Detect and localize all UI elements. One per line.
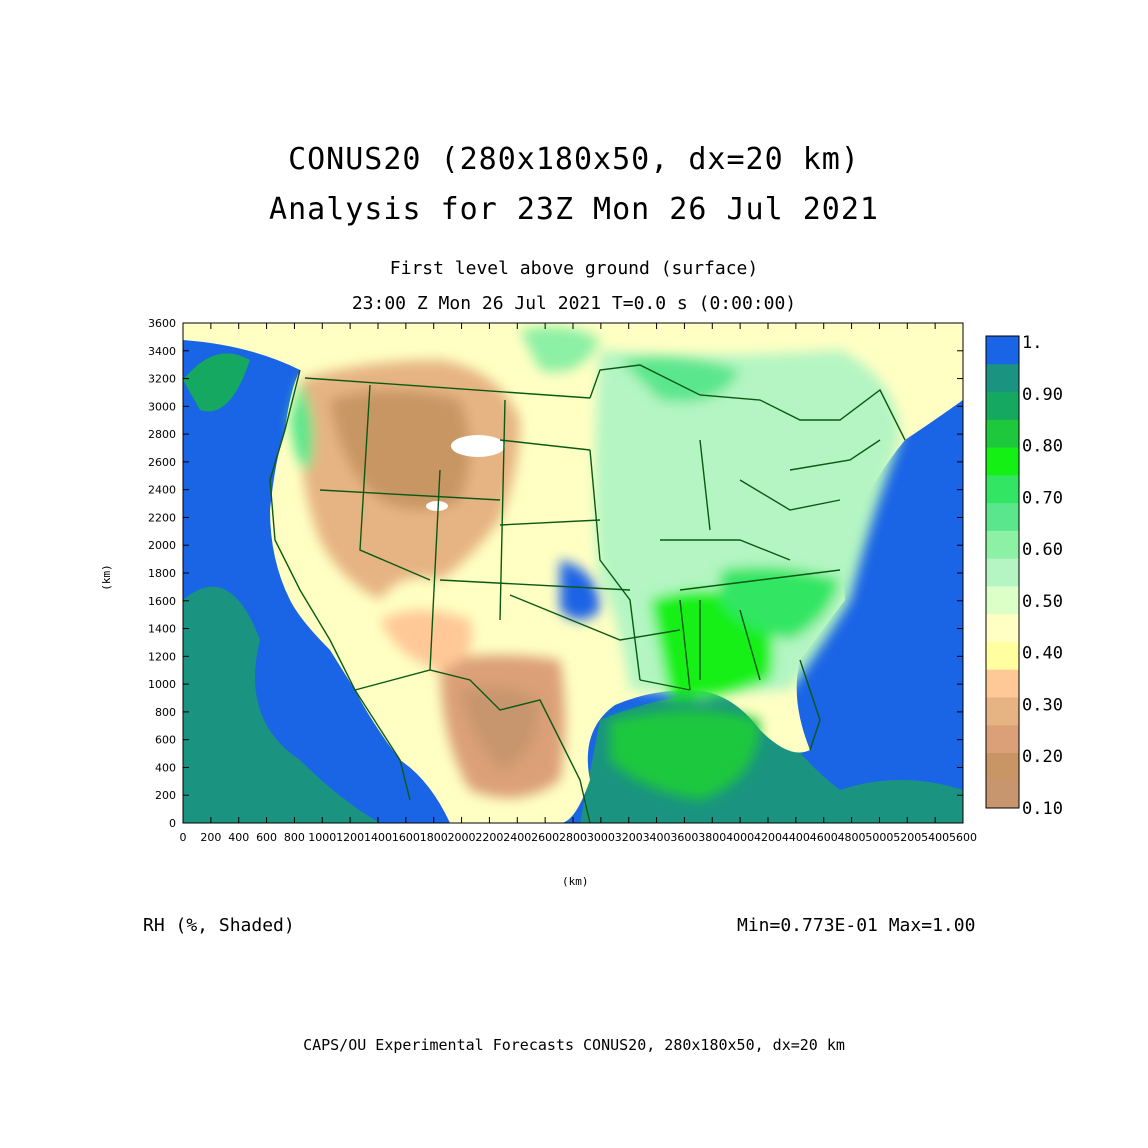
blank-patch-south <box>426 501 448 511</box>
blank-patch-north <box>451 435 505 457</box>
y-tick-label: 3400 <box>148 345 176 358</box>
colorbar-swatch <box>986 613 1019 642</box>
y-tick-label: 2800 <box>148 428 176 441</box>
x-tick-label: 2800 <box>559 831 587 844</box>
y-tick-label: 600 <box>155 734 176 747</box>
y-tick-label: 1000 <box>148 678 176 691</box>
x-tick-label: 400 <box>228 831 249 844</box>
variable-label: RH (%, Shaded) <box>143 915 295 936</box>
colorbar-frame <box>985 335 1020 809</box>
colorbar-label: 0.20 <box>1022 747 1063 767</box>
colorbar-label: 0.60 <box>1022 540 1063 560</box>
y-tick-label: 800 <box>155 706 176 719</box>
colorbar-swatch <box>986 336 1019 365</box>
pacific-humid-zone <box>183 586 380 823</box>
footer-credit: CAPS/OU Experimental Forecasts CONUS20, … <box>303 1036 845 1054</box>
colorbar-swatch <box>986 530 1019 559</box>
y-tick-label: 2600 <box>148 456 176 469</box>
colorbar-swatch <box>986 780 1019 809</box>
x-tick-label: 5400 <box>921 831 949 844</box>
colorbar-swatch <box>986 363 1019 393</box>
x-tick-label: 4200 <box>754 831 782 844</box>
x-tick-label: 1000 <box>308 831 336 844</box>
colorbar-swatch <box>986 502 1019 531</box>
colorbar-swatch <box>986 752 1019 781</box>
colorbar-swatch <box>986 696 1019 726</box>
colorbar-label: 0.10 <box>1022 799 1063 819</box>
y-tick-label: 3000 <box>148 400 176 413</box>
x-tick-label: 4800 <box>838 831 866 844</box>
y-tick-label: 1600 <box>148 595 176 608</box>
colorbar-label: 0.40 <box>1022 644 1063 664</box>
x-tick-label: 1800 <box>420 831 448 844</box>
y-tick-label: 400 <box>155 761 176 774</box>
plot-subtitle-time: 23:00 Z Mon 26 Jul 2021 T=0.0 s (0:00:00… <box>351 293 797 314</box>
plot-title-line2: Analysis for 23Z Mon 26 Jul 2021 <box>269 192 879 227</box>
arid-regions <box>290 360 565 798</box>
colorbar-label: 0.30 <box>1022 695 1063 715</box>
humid-regions <box>520 326 900 800</box>
boundary-lines <box>269 364 906 823</box>
x-tick-label: 4000 <box>726 831 754 844</box>
y-axis-label: (km) <box>99 564 113 591</box>
y-tick-label: 2000 <box>148 539 176 552</box>
colorbar-swatch <box>986 558 1019 587</box>
min-max-readout: Min=0.773E-01 Max=1.00 <box>737 915 976 936</box>
y-tick-label: 0 <box>169 817 176 830</box>
map-plot-area <box>183 323 963 823</box>
y-tick-label: 3600 <box>148 317 176 330</box>
x-tick-label: 4400 <box>782 831 810 844</box>
colorbar-label: 0.50 <box>1022 592 1063 612</box>
x-tick-label: 3000 <box>587 831 615 844</box>
x-tick-label: 5000 <box>865 831 893 844</box>
colorbar-label: 0.90 <box>1022 385 1063 405</box>
y-tick-label: 2200 <box>148 511 176 524</box>
colorbar: 1. 0.90 0.80 0.70 0.60 0.50 0.40 0.30 0.20 0.10 <box>985 333 1063 819</box>
pacific-north-zone <box>183 353 250 412</box>
colorbar-label: 0.80 <box>1022 437 1063 457</box>
y-tick-label: 1200 <box>148 650 176 663</box>
y-tick-label: 200 <box>155 789 176 802</box>
x-tick-label: 2600 <box>531 831 559 844</box>
plot-subtitle-level: First level above ground (surface) <box>389 258 759 279</box>
y-axis-ticks: 0 200 400 600 800 1000 1200 1400 1600 1800 2000 220… <box>148 317 963 830</box>
y-tick-label: 3200 <box>148 373 176 386</box>
colorbar-label: 0.70 <box>1022 488 1063 508</box>
colorbar-swatch <box>986 669 1019 698</box>
y-tick-label: 1800 <box>148 567 176 580</box>
colorbar-swatch <box>986 391 1019 420</box>
x-tick-label: 0 <box>180 831 187 844</box>
colorbar-swatch <box>986 419 1019 448</box>
x-tick-label: 1400 <box>364 831 392 844</box>
colorbar-swatch <box>986 474 1019 504</box>
x-tick-label: 3600 <box>670 831 698 844</box>
x-tick-label: 200 <box>200 831 221 844</box>
x-axis-ticks: 0 200 400 600 800 1000 1200 1400 1600 1800 2000 220… <box>180 323 977 844</box>
plot-title-line1: CONUS20 (280x180x50, dx=20 km) <box>288 142 860 177</box>
x-tick-label: 2000 <box>448 831 476 844</box>
x-tick-label: 5200 <box>893 831 921 844</box>
colorbar-swatch <box>986 641 1019 670</box>
y-tick-label: 1400 <box>148 623 176 636</box>
colorbar-label: 1. <box>1022 333 1042 353</box>
colorbar-swatch <box>986 724 1019 753</box>
x-tick-label: 1200 <box>336 831 364 844</box>
x-tick-label: 600 <box>256 831 277 844</box>
y-tick-label: 2400 <box>148 484 176 497</box>
x-tick-label: 800 <box>284 831 305 844</box>
x-tick-label: 1600 <box>392 831 420 844</box>
x-tick-label: 3800 <box>698 831 726 844</box>
x-tick-label: 2400 <box>503 831 531 844</box>
x-axis-label: (km) <box>562 875 589 888</box>
x-tick-label: 3400 <box>643 831 671 844</box>
x-tick-label: 3200 <box>615 831 643 844</box>
x-tick-label: 4600 <box>810 831 838 844</box>
colorbar-swatch <box>986 447 1019 476</box>
x-tick-label: 5600 <box>949 831 977 844</box>
x-tick-label: 2200 <box>475 831 503 844</box>
colorbar-swatch <box>986 585 1019 615</box>
